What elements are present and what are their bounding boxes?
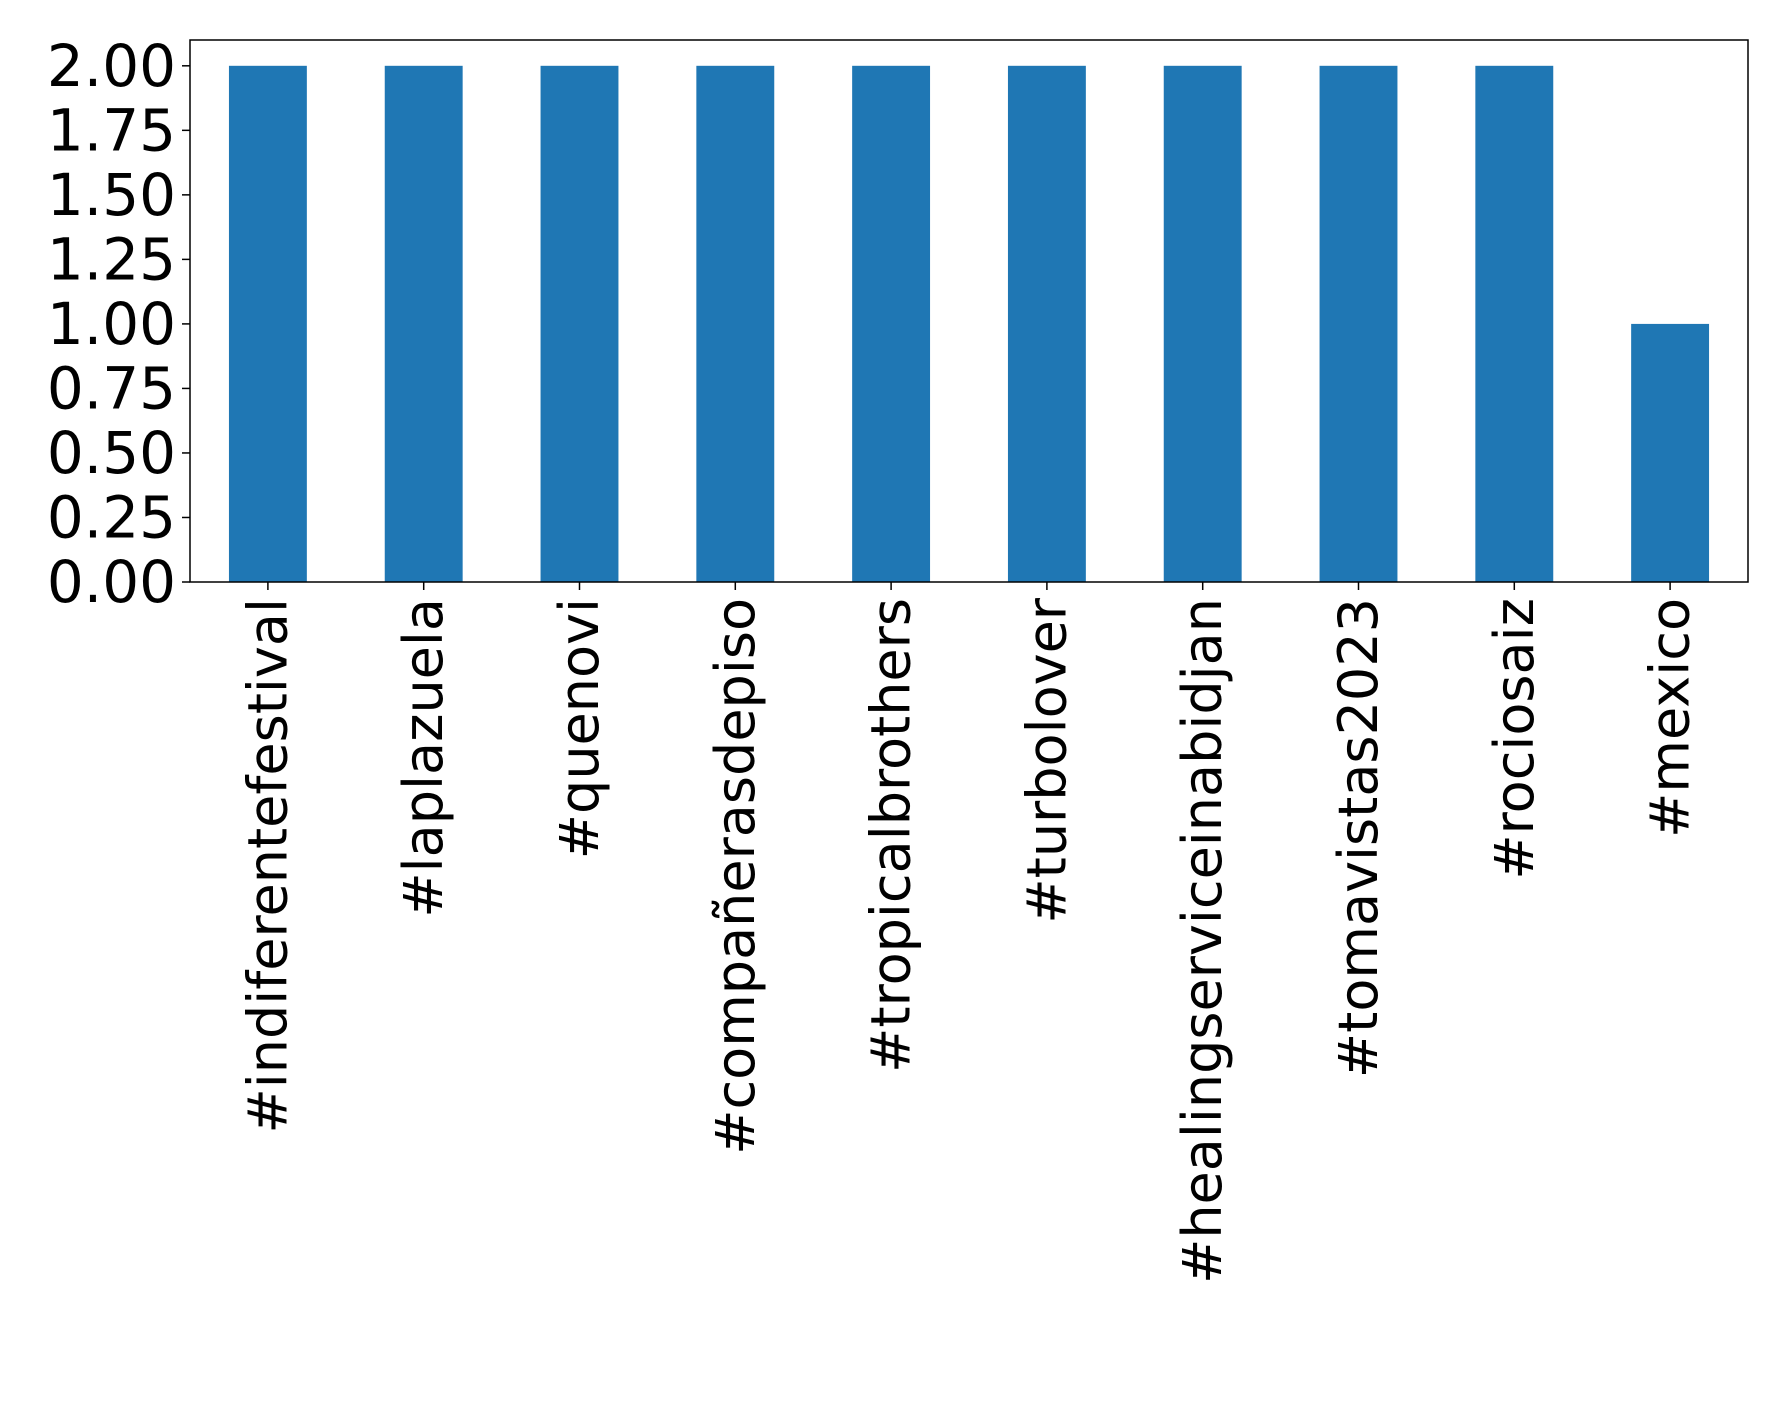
bars-group — [228, 65, 1710, 583]
bar — [384, 65, 463, 583]
x-tick-label: #healingserviceinabidjan — [1171, 598, 1234, 1284]
x-tick-label: #indiferentefestival — [236, 598, 299, 1133]
y-tick-label: 0.50 — [47, 419, 176, 487]
x-tick-label: #rociosaiz — [1483, 598, 1546, 880]
y-tick-label: 1.75 — [47, 96, 176, 164]
bar — [228, 65, 307, 583]
bar — [696, 65, 775, 583]
y-tick-label: 0.00 — [47, 548, 176, 616]
y-tick-label: 0.75 — [47, 354, 176, 422]
bar — [1007, 65, 1086, 583]
bar — [1475, 65, 1554, 583]
bar — [1163, 65, 1242, 583]
bar — [540, 65, 619, 583]
x-tick-label: #laplazuela — [392, 598, 455, 918]
y-tick-label: 0.25 — [47, 483, 176, 551]
y-axis-ticks: 0.000.250.500.751.001.251.501.752.00 — [47, 32, 190, 616]
y-tick-label: 1.50 — [47, 161, 176, 229]
x-tick-label: #quenovi — [548, 598, 611, 859]
y-tick-label: 1.00 — [47, 290, 176, 358]
bar — [1319, 65, 1398, 583]
x-tick-label: #mexico — [1639, 598, 1702, 838]
bar — [852, 65, 931, 583]
x-tick-label: #tropicalbrothers — [860, 598, 923, 1073]
y-tick-label: 1.25 — [47, 225, 176, 293]
x-tick-label: #turbolover — [1015, 597, 1078, 923]
x-tick-label: #compañerasdepiso — [704, 598, 767, 1155]
x-tick-label: #tomavistas2023 — [1327, 598, 1390, 1078]
plot-frame — [189, 39, 1749, 583]
bar — [1631, 323, 1710, 582]
x-axis-ticks: #indiferentefestival #laplazuela #quenovi #… — [236, 582, 1702, 1284]
y-tick-label: 2.00 — [47, 32, 176, 100]
